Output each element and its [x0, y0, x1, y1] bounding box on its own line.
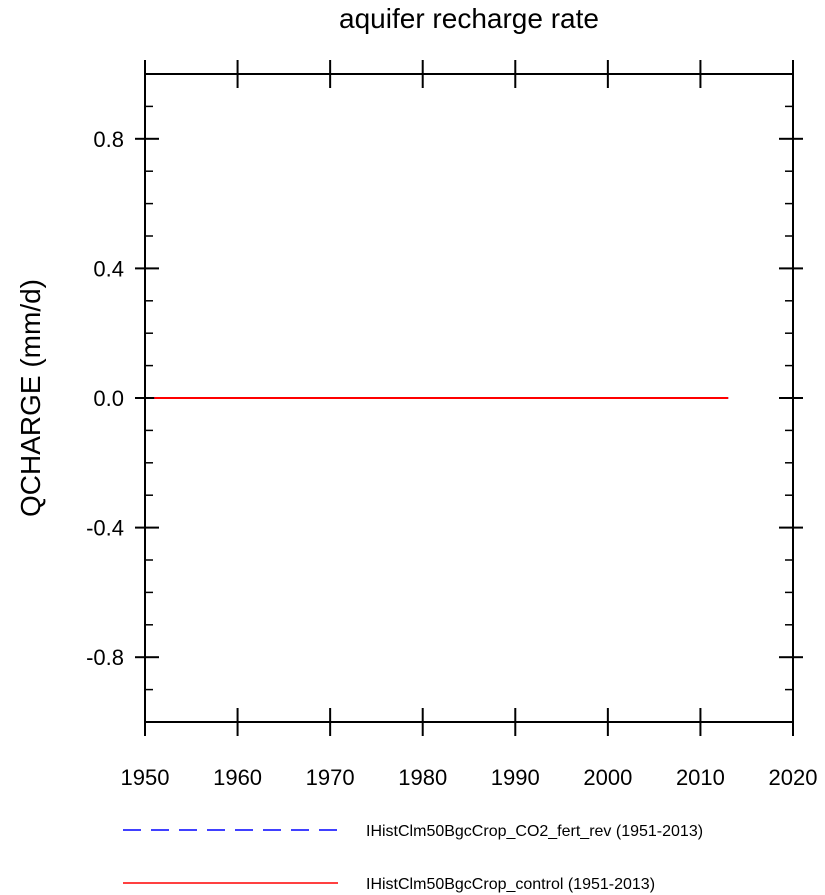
chart-title: aquifer recharge rate	[339, 3, 599, 34]
y-axis-label: QCHARGE (mm/d)	[15, 279, 46, 517]
y-tick-label: -0.8	[86, 645, 124, 670]
legend-label-2: IHistClm50BgcCrop_control (1951-2013)	[366, 876, 655, 893]
y-tick-label: -0.4	[86, 516, 124, 541]
y-tick-label: 0.4	[93, 256, 124, 281]
ticks-layer: 1950 1960 1970 1980 1990 2000 2010 2020 -0.8 -0.4…	[86, 60, 817, 790]
legend: IHistClm50BgcCrop_CO2_fert_rev (1951-201…	[123, 823, 703, 893]
x-tick-label: 1980	[398, 765, 447, 790]
x-tick-label: 1990	[491, 765, 540, 790]
x-tick-label: 2010	[676, 765, 725, 790]
y-tick-label: 0.0	[93, 386, 124, 411]
x-tick-label: 1950	[121, 765, 170, 790]
y-tick-label: 0.8	[93, 127, 124, 152]
legend-label-1: IHistClm50BgcCrop_CO2_fert_rev (1951-201…	[366, 823, 703, 840]
x-tick-label: 2020	[769, 765, 818, 790]
x-tick-label: 1960	[213, 765, 262, 790]
x-tick-label: 1970	[306, 765, 355, 790]
x-tick-label: 2000	[583, 765, 632, 790]
